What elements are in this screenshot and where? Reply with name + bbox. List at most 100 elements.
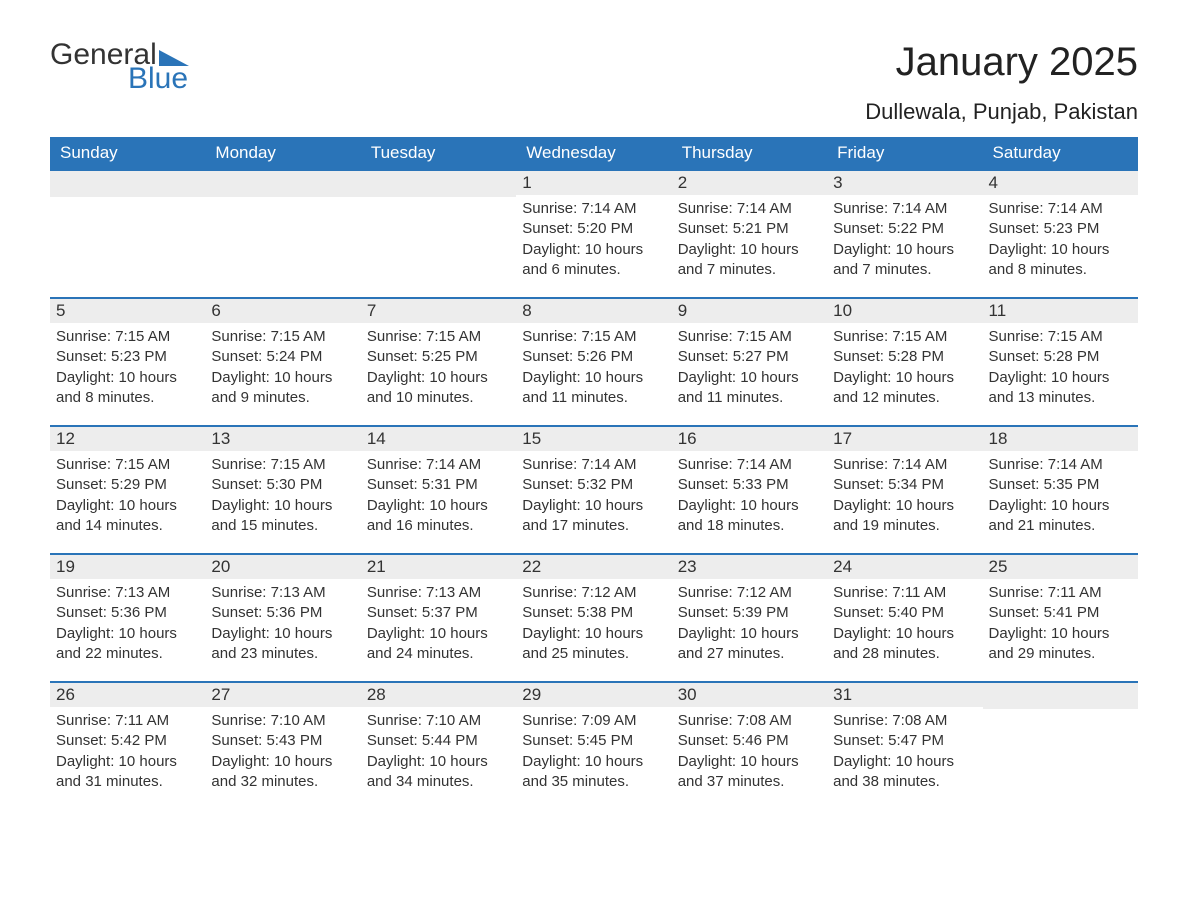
daylight-text-2: and 6 minutes. [522, 260, 665, 280]
daylight-text-1: Daylight: 10 hours [989, 624, 1132, 644]
day-details: Sunrise: 7:15 AMSunset: 5:26 PMDaylight:… [516, 323, 671, 408]
daylight-text-1: Daylight: 10 hours [522, 240, 665, 260]
day-details: Sunrise: 7:15 AMSunset: 5:28 PMDaylight:… [983, 323, 1138, 408]
daylight-text-2: and 18 minutes. [678, 516, 821, 536]
sunset-text: Sunset: 5:23 PM [989, 219, 1132, 239]
sunrise-text: Sunrise: 7:10 AM [211, 711, 354, 731]
daylight-text-1: Daylight: 10 hours [833, 240, 976, 260]
sunrise-text: Sunrise: 7:11 AM [989, 583, 1132, 603]
day-number: 10 [827, 297, 982, 323]
sunrise-text: Sunrise: 7:15 AM [211, 327, 354, 347]
sunset-text: Sunset: 5:40 PM [833, 603, 976, 623]
day-number: 11 [983, 297, 1138, 323]
calendar-day-cell: 24Sunrise: 7:11 AMSunset: 5:40 PMDayligh… [827, 553, 982, 681]
sunrise-text: Sunrise: 7:15 AM [522, 327, 665, 347]
day-details: Sunrise: 7:13 AMSunset: 5:37 PMDaylight:… [361, 579, 516, 664]
sunset-text: Sunset: 5:30 PM [211, 475, 354, 495]
sunrise-text: Sunrise: 7:15 AM [56, 327, 199, 347]
weekday-header: Wednesday [516, 137, 671, 169]
daylight-text-1: Daylight: 10 hours [56, 752, 199, 772]
day-details: Sunrise: 7:13 AMSunset: 5:36 PMDaylight:… [50, 579, 205, 664]
location-subtitle: Dullewala, Punjab, Pakistan [865, 99, 1138, 125]
daylight-text-1: Daylight: 10 hours [678, 624, 821, 644]
day-number: 26 [50, 681, 205, 707]
daylight-text-1: Daylight: 10 hours [833, 496, 976, 516]
day-number: 18 [983, 425, 1138, 451]
weekday-header-row: SundayMondayTuesdayWednesdayThursdayFrid… [50, 137, 1138, 169]
daylight-text-1: Daylight: 10 hours [522, 368, 665, 388]
sunset-text: Sunset: 5:39 PM [678, 603, 821, 623]
day-number: 21 [361, 553, 516, 579]
daylight-text-2: and 17 minutes. [522, 516, 665, 536]
weekday-header: Monday [205, 137, 360, 169]
logo: General Blue [50, 40, 189, 94]
calendar-day-cell: 14Sunrise: 7:14 AMSunset: 5:31 PMDayligh… [361, 425, 516, 553]
calendar-day-cell: 21Sunrise: 7:13 AMSunset: 5:37 PMDayligh… [361, 553, 516, 681]
sunset-text: Sunset: 5:46 PM [678, 731, 821, 751]
daylight-text-2: and 32 minutes. [211, 772, 354, 792]
sunrise-text: Sunrise: 7:14 AM [989, 455, 1132, 475]
day-number: 27 [205, 681, 360, 707]
daylight-text-1: Daylight: 10 hours [678, 240, 821, 260]
day-number: 30 [672, 681, 827, 707]
day-details: Sunrise: 7:14 AMSunset: 5:21 PMDaylight:… [672, 195, 827, 280]
calendar-day-cell: 25Sunrise: 7:11 AMSunset: 5:41 PMDayligh… [983, 553, 1138, 681]
sunrise-text: Sunrise: 7:10 AM [367, 711, 510, 731]
weekday-header: Friday [827, 137, 982, 169]
daylight-text-2: and 19 minutes. [833, 516, 976, 536]
weekday-header: Tuesday [361, 137, 516, 169]
daylight-text-1: Daylight: 10 hours [56, 624, 199, 644]
daylight-text-1: Daylight: 10 hours [56, 496, 199, 516]
weekday-header: Thursday [672, 137, 827, 169]
sunset-text: Sunset: 5:45 PM [522, 731, 665, 751]
daylight-text-1: Daylight: 10 hours [367, 368, 510, 388]
daylight-text-2: and 31 minutes. [56, 772, 199, 792]
calendar-day-cell: 13Sunrise: 7:15 AMSunset: 5:30 PMDayligh… [205, 425, 360, 553]
sunset-text: Sunset: 5:25 PM [367, 347, 510, 367]
calendar-day-cell: 26Sunrise: 7:11 AMSunset: 5:42 PMDayligh… [50, 681, 205, 809]
day-details: Sunrise: 7:14 AMSunset: 5:33 PMDaylight:… [672, 451, 827, 536]
sunset-text: Sunset: 5:36 PM [56, 603, 199, 623]
sunset-text: Sunset: 5:20 PM [522, 219, 665, 239]
calendar-day-cell: 17Sunrise: 7:14 AMSunset: 5:34 PMDayligh… [827, 425, 982, 553]
day-details: Sunrise: 7:15 AMSunset: 5:29 PMDaylight:… [50, 451, 205, 536]
daylight-text-1: Daylight: 10 hours [678, 496, 821, 516]
day-details: Sunrise: 7:14 AMSunset: 5:32 PMDaylight:… [516, 451, 671, 536]
daylight-text-2: and 15 minutes. [211, 516, 354, 536]
calendar-day-cell: 28Sunrise: 7:10 AMSunset: 5:44 PMDayligh… [361, 681, 516, 809]
daylight-text-2: and 12 minutes. [833, 388, 976, 408]
day-number-bar [361, 169, 516, 197]
day-details: Sunrise: 7:14 AMSunset: 5:23 PMDaylight:… [983, 195, 1138, 280]
sunset-text: Sunset: 5:37 PM [367, 603, 510, 623]
sunrise-text: Sunrise: 7:15 AM [367, 327, 510, 347]
daylight-text-2: and 7 minutes. [833, 260, 976, 280]
sunset-text: Sunset: 5:21 PM [678, 219, 821, 239]
daylight-text-2: and 14 minutes. [56, 516, 199, 536]
daylight-text-2: and 22 minutes. [56, 644, 199, 664]
daylight-text-2: and 25 minutes. [522, 644, 665, 664]
calendar-day-cell: 7Sunrise: 7:15 AMSunset: 5:25 PMDaylight… [361, 297, 516, 425]
day-details: Sunrise: 7:14 AMSunset: 5:20 PMDaylight:… [516, 195, 671, 280]
sunrise-text: Sunrise: 7:15 AM [211, 455, 354, 475]
day-details: Sunrise: 7:15 AMSunset: 5:24 PMDaylight:… [205, 323, 360, 408]
calendar-day-cell: 29Sunrise: 7:09 AMSunset: 5:45 PMDayligh… [516, 681, 671, 809]
calendar-day-cell: 3Sunrise: 7:14 AMSunset: 5:22 PMDaylight… [827, 169, 982, 297]
calendar-week-row: 1Sunrise: 7:14 AMSunset: 5:20 PMDaylight… [50, 169, 1138, 297]
calendar-day-cell: 30Sunrise: 7:08 AMSunset: 5:46 PMDayligh… [672, 681, 827, 809]
daylight-text-1: Daylight: 10 hours [367, 752, 510, 772]
sunset-text: Sunset: 5:34 PM [833, 475, 976, 495]
day-number: 24 [827, 553, 982, 579]
day-number-bar [205, 169, 360, 197]
day-details: Sunrise: 7:14 AMSunset: 5:31 PMDaylight:… [361, 451, 516, 536]
daylight-text-2: and 11 minutes. [678, 388, 821, 408]
calendar-day-cell: 2Sunrise: 7:14 AMSunset: 5:21 PMDaylight… [672, 169, 827, 297]
calendar-day-cell [205, 169, 360, 297]
daylight-text-2: and 16 minutes. [367, 516, 510, 536]
day-number: 29 [516, 681, 671, 707]
daylight-text-1: Daylight: 10 hours [989, 496, 1132, 516]
calendar-day-cell: 8Sunrise: 7:15 AMSunset: 5:26 PMDaylight… [516, 297, 671, 425]
daylight-text-2: and 23 minutes. [211, 644, 354, 664]
day-details: Sunrise: 7:09 AMSunset: 5:45 PMDaylight:… [516, 707, 671, 792]
sunrise-text: Sunrise: 7:14 AM [833, 199, 976, 219]
day-number: 5 [50, 297, 205, 323]
